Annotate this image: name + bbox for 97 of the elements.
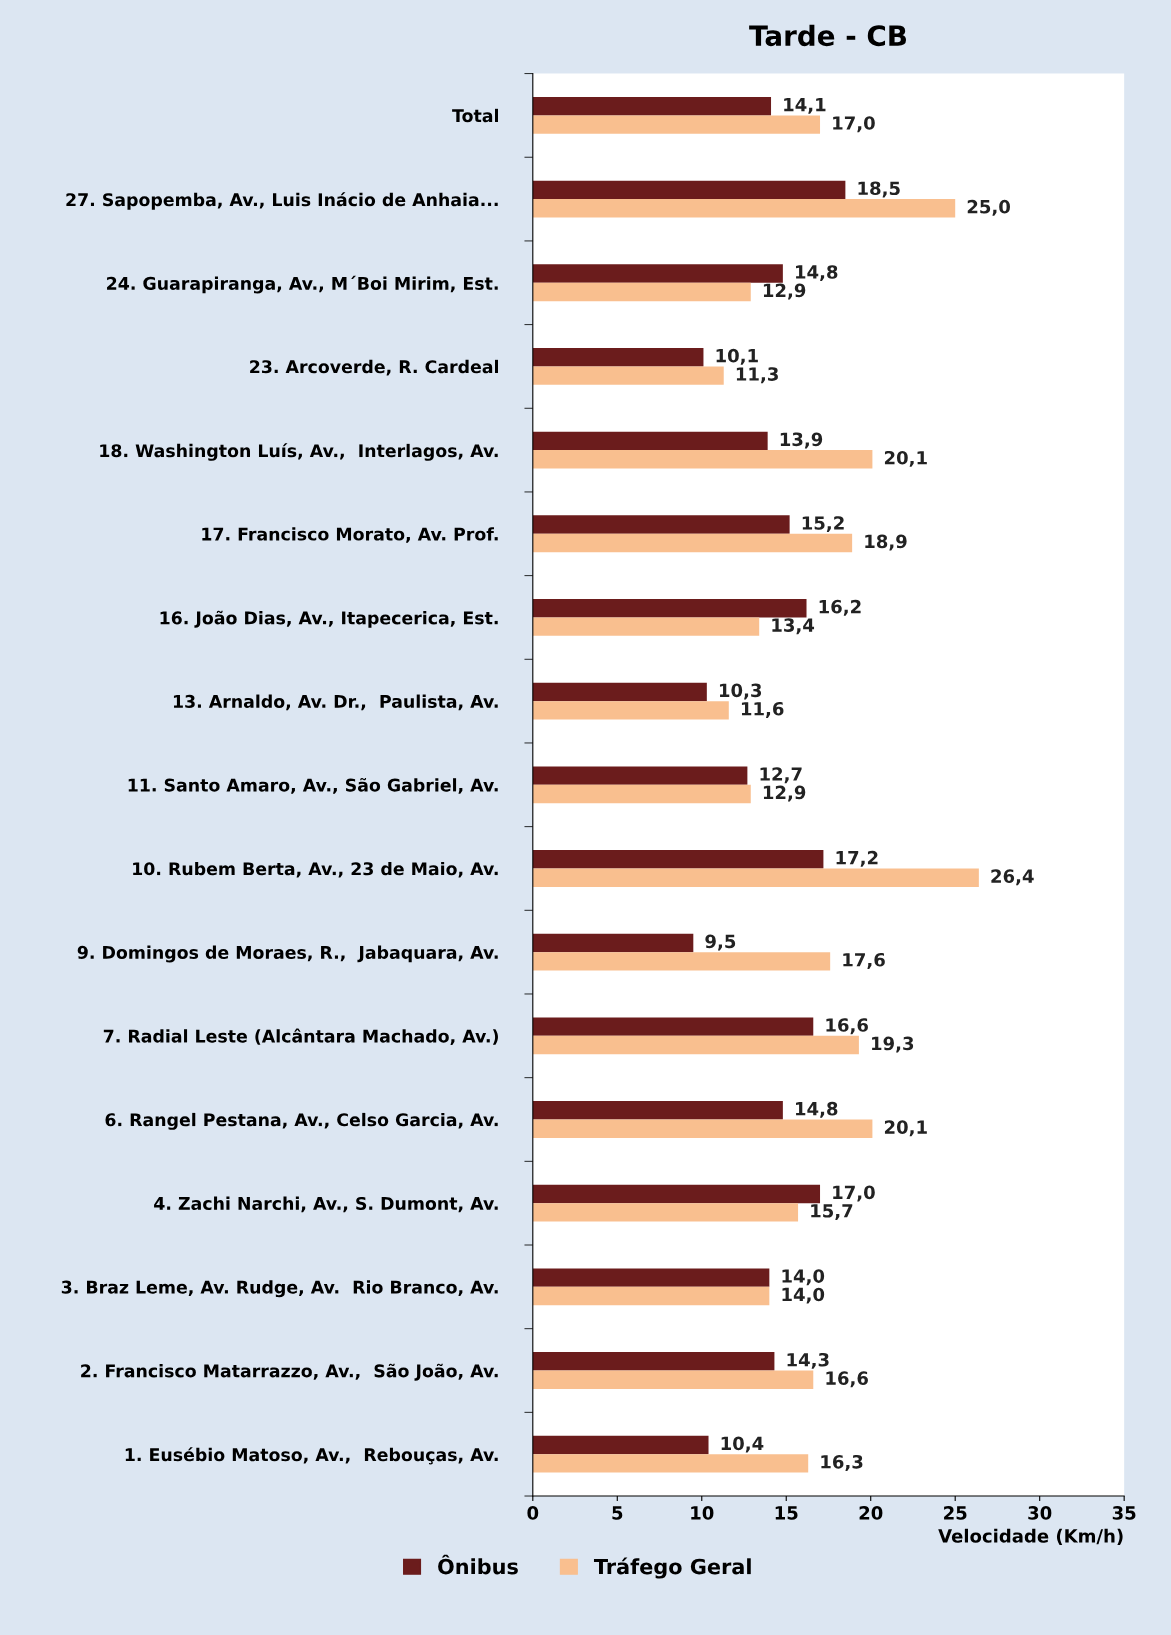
bar	[532, 617, 760, 636]
bar	[532, 1268, 770, 1287]
data-label: 14,3	[787, 1352, 829, 1369]
y-tick-label: 23. Arcoverde, R. Cardeal	[250, 359, 499, 376]
data-label: 26,4	[991, 869, 1034, 886]
y-tick-label: 13. Arnaldo, Av. Dr., Paulista, Av.	[173, 694, 498, 711]
bar	[532, 1101, 783, 1120]
bar	[532, 1352, 775, 1371]
bar	[532, 1370, 814, 1389]
y-tick-label: 4. Zachi Narchi, Av., S. Dumont, Av.	[154, 1196, 498, 1213]
data-label: 14,1	[784, 98, 826, 114]
bar	[532, 1286, 770, 1306]
y-tick-label: 6. Rangel Pestana, Av., Celso Garcia, Av.	[105, 1112, 498, 1130]
data-label: 11,6	[741, 701, 784, 718]
y-tick-label: 10. Rubem Berta, Av., 23 de Maio, Av.	[133, 861, 498, 878]
data-label: 10,4	[721, 1436, 764, 1453]
data-label: 14,8	[796, 1101, 838, 1118]
y-tick-label: 16. João Dias, Av., Itapecerica, Est.	[160, 610, 498, 628]
bar	[532, 515, 790, 534]
bar	[532, 933, 694, 953]
x-tick-label: 5	[612, 1506, 623, 1520]
y-tick-label: 1. Eusébio Matoso, Av., Rebouças, Av.	[125, 1447, 498, 1465]
y-tick-label: 17. Francisco Morato, Av. Prof.	[202, 527, 498, 543]
data-label: 17,0	[833, 1185, 875, 1202]
x-tick-label: 20	[859, 1506, 883, 1520]
bar	[532, 868, 979, 887]
bar	[532, 1035, 859, 1055]
bar	[532, 115, 821, 134]
bar	[532, 450, 873, 469]
x-tick-label: 35	[1112, 1506, 1136, 1520]
bar	[532, 952, 831, 971]
data-label: 13,9	[780, 432, 823, 449]
data-label: 14,0	[782, 1287, 825, 1304]
data-label: 20,1	[884, 450, 927, 467]
bar	[532, 282, 751, 302]
bar	[532, 784, 751, 804]
bar	[532, 431, 768, 451]
data-label: 14,0	[782, 1269, 825, 1286]
bar	[532, 348, 704, 367]
data-label: 25,0	[967, 199, 1010, 216]
y-tick-label: Total	[452, 108, 499, 123]
bar	[532, 97, 772, 116]
x-tick-label: 10	[691, 1506, 714, 1520]
data-label: 16,6	[826, 1371, 868, 1388]
bar	[532, 264, 783, 283]
x-tick-label: 30	[1028, 1506, 1052, 1520]
data-label: 12,9	[763, 785, 806, 802]
data-label: 15,2	[802, 516, 844, 533]
data-label: 17,0	[833, 116, 875, 133]
bar	[532, 1454, 809, 1473]
bar	[532, 682, 707, 702]
data-label: 17,2	[836, 850, 878, 867]
y-tick-label: 7. Radial Leste (Alcântara Machado, Av.)	[103, 1028, 498, 1045]
bar	[532, 599, 807, 618]
bar	[532, 766, 748, 785]
bar	[532, 850, 824, 869]
data-label: 16,3	[821, 1454, 863, 1471]
x-tick-label: 25	[944, 1506, 967, 1520]
chart-title: Tarde - CB	[749, 24, 907, 47]
data-label: 16,6	[826, 1018, 868, 1035]
data-label: 14,8	[796, 265, 838, 282]
bar	[532, 1435, 709, 1455]
data-label: 9,5	[705, 934, 736, 951]
bar	[532, 366, 724, 385]
data-label: 13,4	[772, 618, 815, 635]
y-tick-label: 27. Sapopemba, Av., Luis Inácio de Anhaia...	[66, 192, 498, 210]
x-tick-label: 15	[775, 1506, 798, 1520]
x-axis-title: Velocidade (Km/h)	[938, 1528, 1123, 1545]
data-label: 10,1	[716, 348, 758, 365]
data-label: 18,9	[865, 534, 907, 551]
bar	[532, 199, 956, 218]
y-tick-label: 18. Washington Luís, Av., Interlagos, Av.	[100, 443, 498, 461]
data-label: 12,9	[763, 283, 806, 300]
bar	[532, 701, 729, 720]
data-label: 19,3	[872, 1036, 914, 1053]
data-label: 10,3	[719, 683, 762, 700]
bar	[532, 1017, 814, 1036]
legend-label: Tráfego Geral	[593, 1557, 751, 1579]
data-label: 12,7	[760, 767, 802, 784]
x-tick-label: 0	[527, 1506, 539, 1520]
y-tick-label: 9. Domingos de Moraes, R., Jabaquara, Av.	[77, 945, 498, 963]
bar	[532, 1203, 799, 1222]
y-tick-label: 11. Santo Amaro, Av., São Gabriel, Av.	[128, 777, 498, 794]
data-label: 18,5	[858, 181, 900, 198]
y-tick-label: 24. Guarapiranga, Av., M´Boi Mirim, Est.	[107, 275, 498, 294]
data-label: 15,7	[811, 1204, 853, 1220]
data-label: 16,2	[819, 599, 861, 616]
data-label: 17,6	[843, 952, 885, 969]
legend-label: Ônibus	[438, 1554, 518, 1575]
bar	[532, 180, 846, 200]
y-tick-label: 3. Braz Leme, Av. Rudge, Av. Rio Branco, Av.	[61, 1280, 498, 1298]
bar	[532, 1119, 873, 1138]
data-label: 20,1	[884, 1120, 927, 1137]
data-label: 11,3	[736, 367, 778, 384]
bar	[532, 533, 853, 553]
bar	[532, 1184, 821, 1204]
y-tick-label: 2. Francisco Matarrazzo, Av., São João, Av.	[81, 1363, 498, 1381]
